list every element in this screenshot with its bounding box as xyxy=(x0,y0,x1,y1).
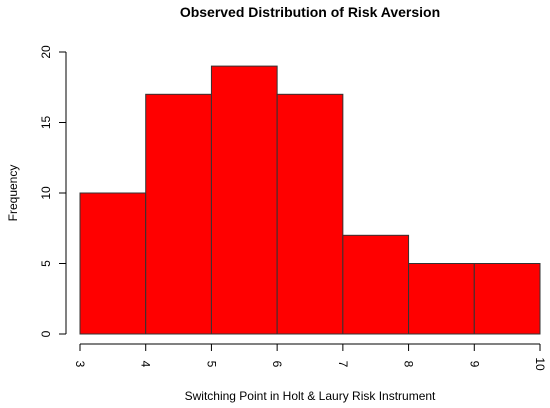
bars-group xyxy=(79,65,541,335)
y-axis-label: Frequency xyxy=(6,165,20,222)
histogram-bar-3 xyxy=(210,65,278,335)
x-tick-label: 4 xyxy=(139,361,153,368)
histogram-bar-4 xyxy=(276,93,344,335)
chart-title: Observed Distribution of Risk Aversion xyxy=(180,4,440,20)
x-tick-label: 6 xyxy=(270,361,284,368)
histogram-bar-7 xyxy=(473,263,541,335)
histogram-bar-1 xyxy=(79,192,147,335)
x-axis: 3 4 5 6 7 8 9 10 xyxy=(73,343,547,371)
x-tick-label: 8 xyxy=(402,361,416,368)
histogram-bar-6 xyxy=(408,263,475,335)
y-tick-label: 20 xyxy=(39,45,53,59)
y-tick-label: 10 xyxy=(39,186,53,200)
y-tick-label: 0 xyxy=(39,330,53,337)
x-tick-label: 7 xyxy=(336,361,350,368)
x-tick-label: 5 xyxy=(204,361,218,368)
x-tick-label: 9 xyxy=(467,361,481,368)
x-axis-label: Switching Point in Holt & Laury Risk Ins… xyxy=(185,389,436,403)
x-tick-label: 10 xyxy=(533,357,547,371)
histogram-bar-5 xyxy=(342,234,410,335)
histogram-bar-2 xyxy=(145,93,212,335)
y-axis: 0 5 10 15 20 xyxy=(39,45,67,337)
y-tick-label: 5 xyxy=(39,260,53,267)
x-tick-label: 3 xyxy=(73,361,87,368)
y-tick-label: 15 xyxy=(39,116,53,130)
